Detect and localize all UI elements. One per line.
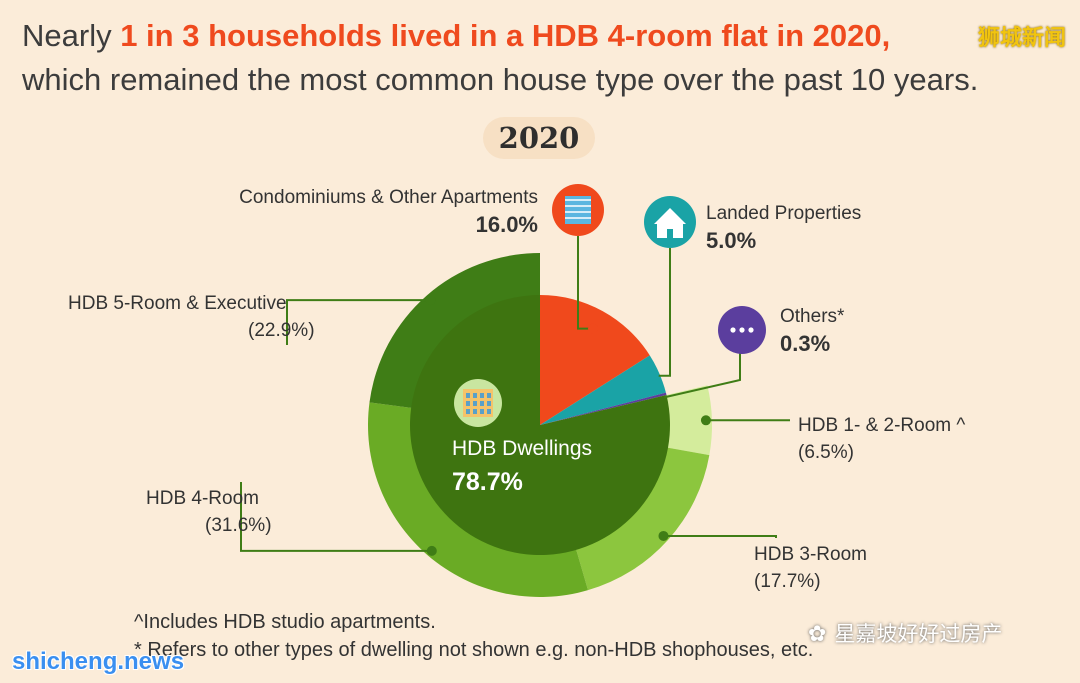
hdb-5room-leader — [286, 299, 431, 345]
hdb-dwellings-slice — [409, 295, 670, 555]
condo-label: Condominiums & Other Apartments — [239, 187, 538, 208]
hdb-12room-dot — [700, 415, 711, 426]
headline-line2: which remained the most common house typ… — [22, 62, 979, 97]
slice-0 — [540, 295, 650, 425]
watermark-top-right: 狮城新闻 — [977, 25, 1066, 50]
hdb-ring-1 — [575, 447, 710, 591]
wechat-icon: ✿ — [808, 621, 827, 646]
hdb-icon-window — [487, 409, 491, 414]
condo-dot — [587, 323, 598, 334]
ellipsis-icon-dot — [730, 327, 736, 333]
slice-2 — [540, 392, 667, 425]
hdb-icon-window — [466, 393, 470, 398]
hdb-ring-2 — [368, 402, 588, 598]
hdb-ring-0 — [664, 385, 712, 456]
landed-leader — [653, 248, 671, 377]
slice-1 — [540, 355, 666, 425]
hdb-3room-label: HDB 3-Room — [754, 544, 867, 565]
landed-value: 5.0% — [706, 228, 756, 253]
footnotes: ^Includes HDB studio apartments. * Refer… — [134, 608, 813, 664]
hdb-icon-window — [487, 401, 491, 406]
hdb-3room-leader — [663, 534, 777, 538]
watermark-bottom-left: shicheng.news — [12, 648, 185, 675]
hdb-icon-window — [480, 401, 484, 406]
hdb-dwellings-label: HDB Dwellings — [452, 437, 592, 460]
hdb-icon-window — [473, 393, 477, 398]
hdb-icon-window — [466, 401, 470, 406]
hdb-5room-value: (22.9%) — [248, 320, 315, 341]
headline-highlight: 1 in 3 households lived in a HDB 4-room … — [120, 18, 891, 53]
hdb-5room-label: HDB 5-Room & Executive — [68, 293, 287, 314]
hdb-4room-leader — [240, 482, 432, 552]
hdb-ring-3 — [369, 253, 540, 409]
hdb-12room-label: HDB 1- & 2-Room ^ — [798, 415, 965, 436]
landed-dot — [648, 370, 659, 381]
landed-label: Landed Properties — [706, 203, 861, 224]
others-leader — [663, 352, 741, 399]
headline: Nearly 1 in 3 households lived in a HDB … — [22, 14, 1072, 102]
hdb-4room-label: HDB 4-Room — [146, 488, 259, 509]
watermark-bottom-right-text: 星嘉坡好好过房产 — [834, 623, 1003, 646]
hdb-icon-window — [466, 409, 470, 414]
others-label: Others* — [780, 306, 845, 327]
year-label: 2020 — [483, 117, 595, 159]
house-icon-roof — [654, 208, 686, 224]
condo-value: 16.0% — [476, 212, 538, 237]
headline-prefix: Nearly — [22, 18, 121, 53]
hdb-icon-window — [480, 409, 484, 414]
ellipsis-icon-dot — [739, 327, 745, 333]
ellipsis-icon-dot — [748, 327, 754, 333]
hdb-4room-dot — [426, 545, 437, 556]
hdb-12room-value: (6.5%) — [798, 442, 854, 463]
watermark-bottom-right: ✿ 星嘉坡好好过房产 — [808, 618, 1002, 648]
hdb-icon-window — [473, 401, 477, 406]
hdb-dwellings-value: 78.7% — [452, 468, 523, 496]
house-icon-door — [667, 229, 673, 238]
hdb-3room-dot — [658, 530, 669, 541]
hdb-5room-dot — [425, 295, 436, 306]
others-value: 0.3% — [780, 331, 830, 356]
hdb-icon-window — [487, 393, 491, 398]
footnote-hdb-studio: ^Includes HDB studio apartments. — [134, 611, 436, 633]
hdb-icon-window — [480, 393, 484, 398]
hdb-icon-window — [473, 409, 477, 414]
footnote-others: * Refers to other types of dwelling not … — [134, 639, 814, 661]
hdb-4room-value: (31.6%) — [205, 515, 272, 536]
hdb-3room-value: (17.7%) — [754, 571, 821, 592]
